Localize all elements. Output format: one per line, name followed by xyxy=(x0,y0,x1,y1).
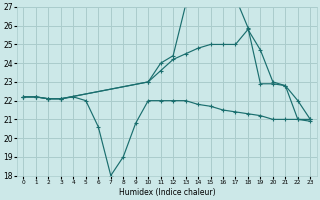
X-axis label: Humidex (Indice chaleur): Humidex (Indice chaleur) xyxy=(119,188,215,197)
